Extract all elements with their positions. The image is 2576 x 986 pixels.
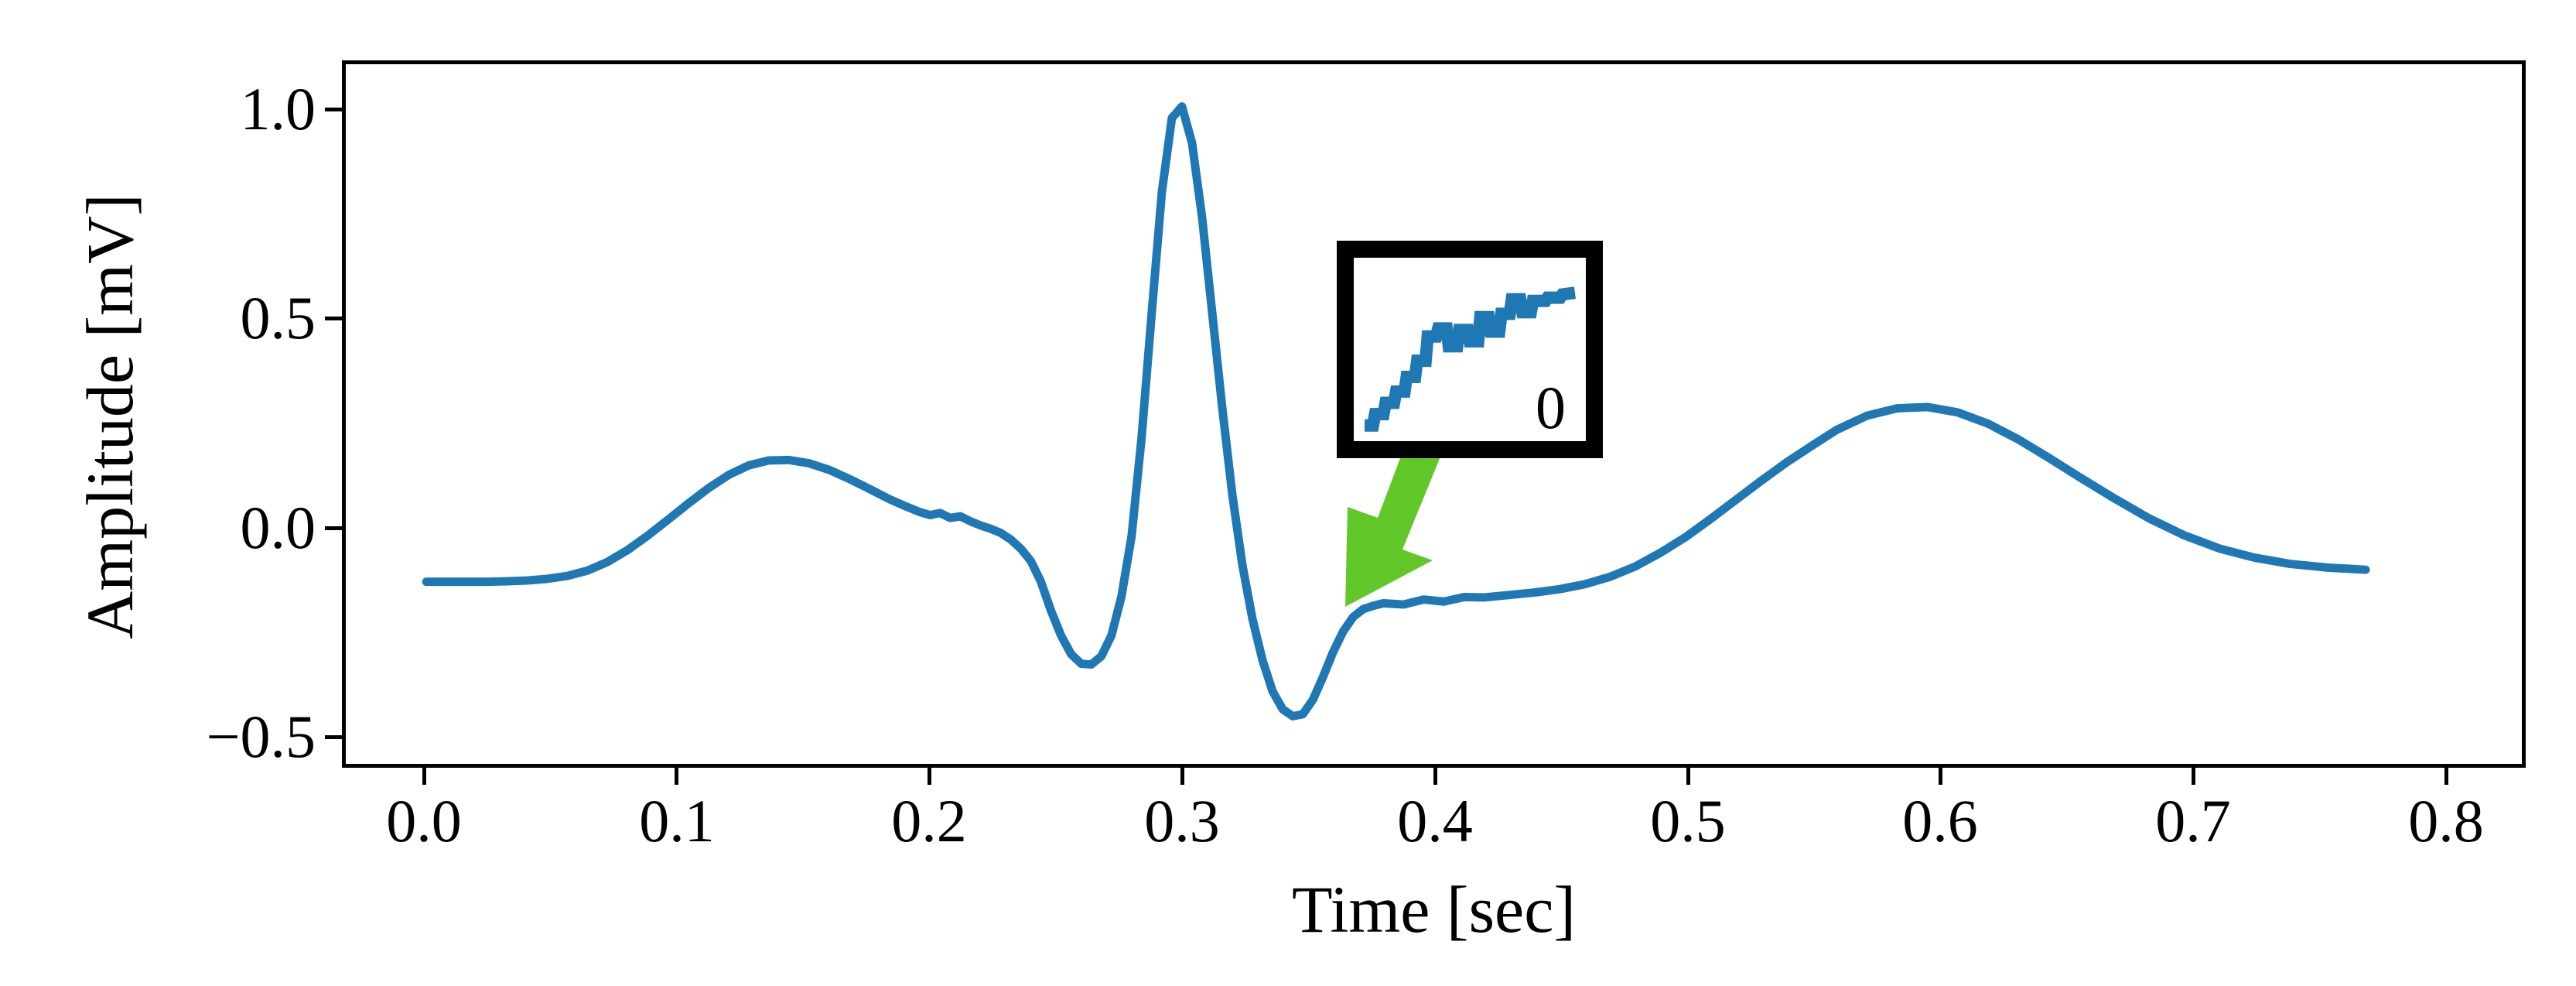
y-tick-label: −0.5: [206, 703, 316, 770]
x-tick-label: 0.5: [1650, 787, 1726, 854]
x-tick-mark: [422, 768, 426, 785]
x-tick-mark: [1180, 768, 1184, 785]
x-tick-label: 0.7: [2155, 787, 2231, 854]
x-tick-mark: [2192, 768, 2195, 785]
x-tick-label: 0.1: [639, 787, 715, 854]
y-tick-mark: [325, 317, 342, 320]
x-tick-label: 0.4: [1397, 787, 1473, 854]
x-tick-mark: [2444, 768, 2448, 785]
x-tick-label: 0.3: [1144, 787, 1220, 854]
x-axis-label: Time [sec]: [1291, 872, 1577, 947]
inset-waveform-line: [1365, 286, 1577, 432]
x-tick-label: 0.2: [891, 787, 967, 854]
y-tick-label: 1.0: [240, 75, 316, 142]
x-tick-mark: [928, 768, 931, 785]
x-tick-mark: [675, 768, 678, 785]
x-tick-mark: [1686, 768, 1690, 785]
ecg-waveform-svg: [422, 102, 2370, 721]
y-tick-label: 0.0: [240, 494, 316, 561]
x-tick-label: 0.0: [386, 787, 462, 854]
x-tick-mark: [1433, 768, 1437, 785]
y-tick-mark: [325, 108, 342, 111]
y-tick-mark: [325, 526, 342, 530]
inset-label: 0: [1536, 374, 1566, 441]
y-tick-label: 0.5: [240, 284, 316, 351]
x-tick-mark: [1939, 768, 1942, 785]
ecg-waveform-line: [422, 102, 2370, 721]
magnified-inset-box: 0: [1337, 241, 1603, 458]
y-axis-label: Amplitude [mV]: [73, 193, 147, 639]
inset-waveform-svg: [1365, 286, 1577, 432]
x-tick-label: 0.6: [1902, 787, 1978, 854]
y-tick-mark: [325, 735, 342, 739]
x-tick-label: 0.8: [2408, 787, 2484, 854]
